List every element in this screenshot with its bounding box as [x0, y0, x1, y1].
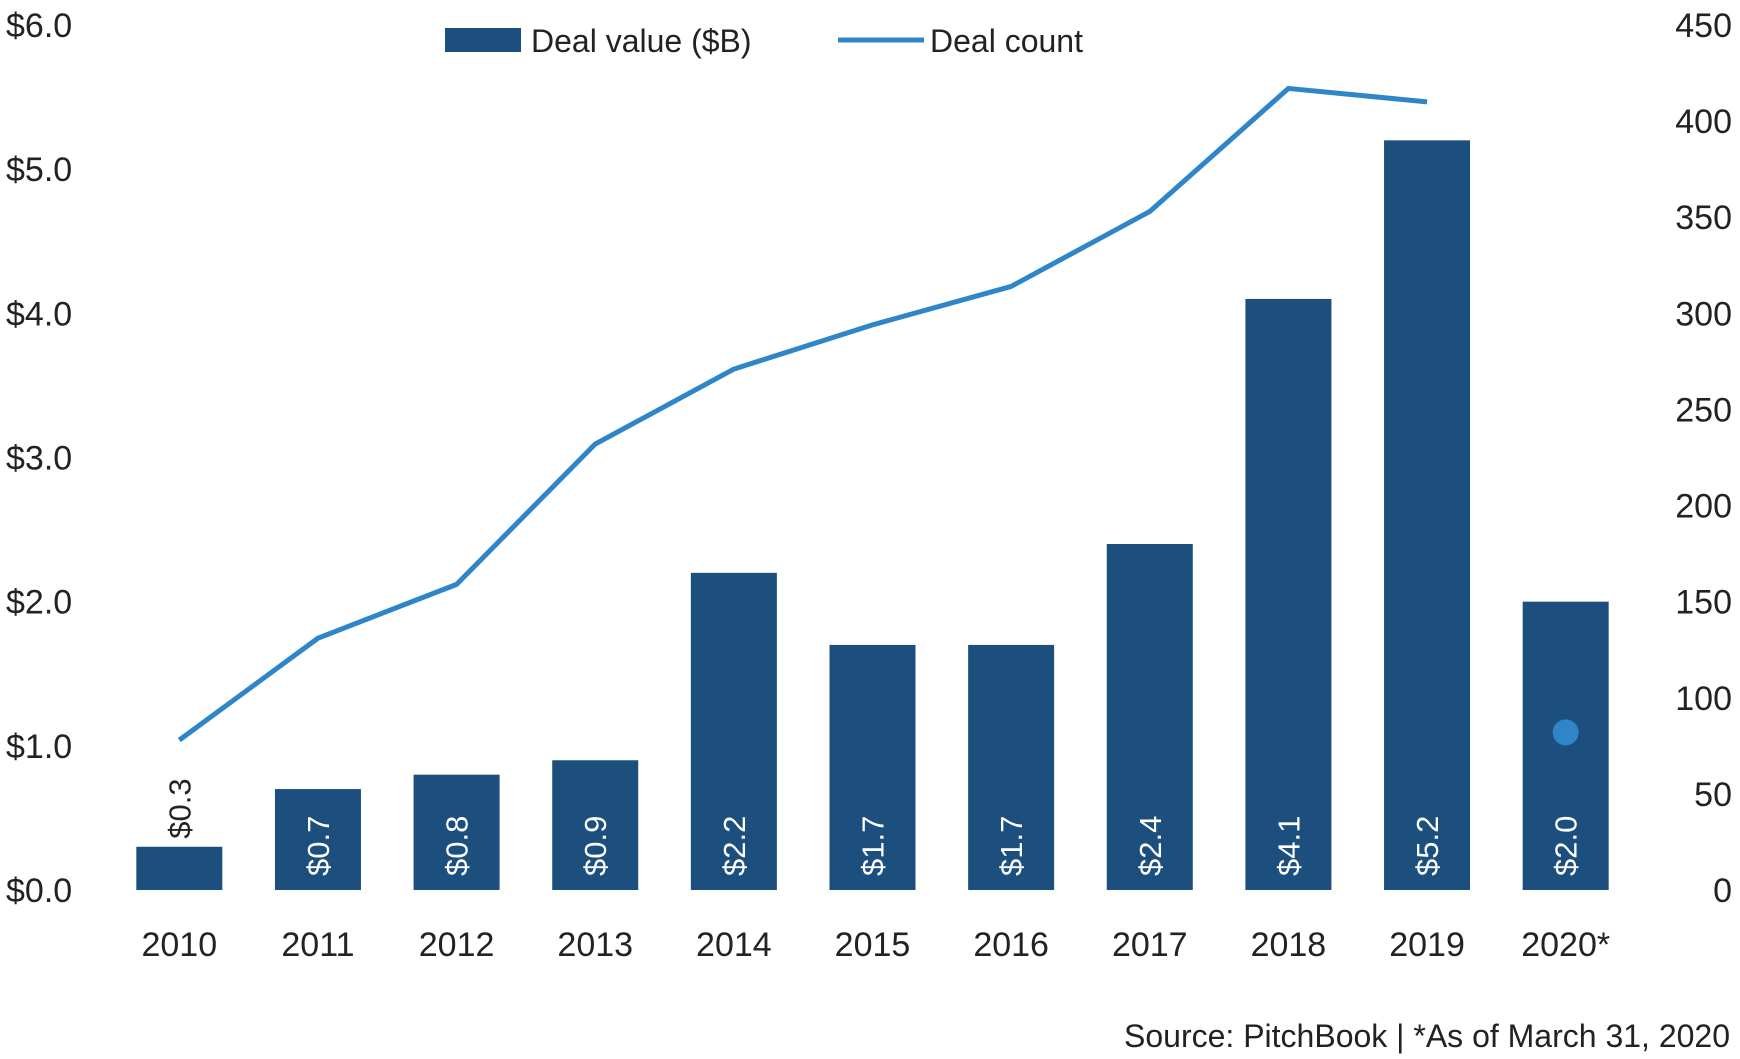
- deal-count-line: [177, 85, 1428, 743]
- bar-data-label: $2.0: [1549, 816, 1584, 876]
- x-tick-label: 2011: [281, 926, 354, 964]
- bar: [968, 644, 1055, 890]
- y-left-tick-label: $2.0: [6, 584, 72, 622]
- bar-data-label: $4.1: [1271, 816, 1306, 876]
- y-left-tick-label: $6.0: [6, 7, 72, 45]
- bar: [1384, 140, 1471, 891]
- y-left-tick-label: $4.0: [6, 295, 72, 333]
- x-tick-label: 2015: [835, 926, 911, 964]
- y-right-tick-label: 100: [1675, 680, 1732, 718]
- bar-data-label: $2.4: [1133, 816, 1168, 876]
- line-series: [177, 85, 1579, 746]
- x-tick-label: 2017: [1112, 926, 1188, 964]
- x-tick-label: 2013: [557, 926, 633, 964]
- y-right-tick-label: 200: [1675, 488, 1732, 526]
- bar-data-label: $5.2: [1410, 816, 1445, 876]
- y-right-tick-label: 50: [1694, 776, 1732, 814]
- y-axis-right: 0 50 100 150 200 250 300 350 400 450: [1675, 7, 1732, 910]
- y-left-tick-label: $0.0: [6, 872, 72, 910]
- bar: [1245, 298, 1332, 891]
- x-tick-label: 2019: [1389, 926, 1465, 964]
- deal-count-point: [1552, 719, 1579, 746]
- bar: [1106, 544, 1193, 890]
- bar-series: [136, 140, 1609, 891]
- y-left-tick-label: $3.0: [6, 440, 72, 478]
- bar-data-label: $0.9: [578, 816, 613, 876]
- bar: [274, 789, 361, 890]
- bar-data-label: $1.7: [856, 816, 891, 876]
- x-tick-label: 2016: [973, 926, 1049, 964]
- bar-data-label: $2.2: [717, 816, 752, 876]
- x-tick-label: 2020*: [1521, 926, 1610, 964]
- bar: [413, 774, 500, 890]
- bar: [552, 760, 639, 890]
- bar: [690, 572, 777, 890]
- legend-line-label: Deal count: [930, 23, 1083, 59]
- y-right-tick-label: 250: [1675, 391, 1732, 429]
- bar: [1522, 601, 1609, 890]
- x-tick-label: 2010: [141, 926, 217, 964]
- x-tick-label: 2012: [419, 926, 495, 964]
- bar-data-labels: $0.3 $0.7 $0.8 $0.9 $2.2 $1.7 $1.7 $2.4 $4.1 $5.2…: [162, 778, 1583, 876]
- y-right-tick-label: 350: [1675, 199, 1732, 237]
- y-axis-left: $0.0 $1.0 $2.0 $3.0 $4.0 $5.0 $6.0: [6, 7, 72, 910]
- bar-data-label: $1.7: [994, 816, 1029, 876]
- y-right-tick-label: 400: [1675, 103, 1732, 141]
- x-tick-label: 2014: [696, 926, 772, 964]
- legend-bar-swatch: [445, 28, 521, 52]
- y-left-tick-label: $1.0: [6, 728, 72, 766]
- y-right-tick-label: 150: [1675, 584, 1732, 622]
- bar: [829, 644, 916, 890]
- legend: Deal value ($B) Deal count: [445, 23, 1083, 59]
- x-tick-label: 2018: [1251, 926, 1327, 964]
- bar-data-label: $0.7: [301, 816, 336, 876]
- bar: [136, 846, 223, 890]
- source-note: Source: PitchBook | *As of March 31, 202…: [1124, 1018, 1730, 1054]
- y-right-tick-label: 450: [1675, 7, 1732, 45]
- bar-data-label: $0.3: [162, 778, 197, 838]
- legend-bar-label: Deal value ($B): [531, 23, 752, 59]
- y-right-tick-label: 0: [1713, 872, 1732, 910]
- bar-data-label: $0.8: [440, 816, 475, 876]
- x-axis: 2010 2011 2012 2013 2014 2015 2016 2017 2018 2019…: [141, 926, 1610, 964]
- y-left-tick-label: $5.0: [6, 151, 72, 189]
- y-right-tick-label: 300: [1675, 295, 1732, 333]
